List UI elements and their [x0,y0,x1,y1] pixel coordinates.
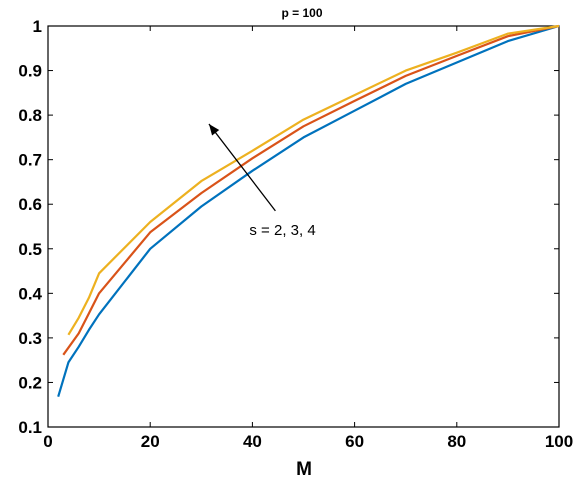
y-tick-label: 0.7 [18,151,42,170]
y-tick-label: 0.2 [18,373,42,392]
y-tick-label: 0.3 [18,329,42,348]
chart-title: p = 100 [281,6,322,20]
y-tick-label: 0.9 [18,62,42,81]
y-tick-label: 0.4 [18,284,42,303]
y-tick-label: 0.1 [18,418,42,437]
x-tick-label: 0 [43,432,52,451]
x-tick-label: 60 [345,432,364,451]
x-tick-label: 100 [545,432,573,451]
series-line-3 [67,24,560,336]
series-lines [57,24,560,398]
y-tick-label: 0.6 [18,195,42,214]
y-tick-label: 1 [33,17,42,36]
series-line-2 [62,24,560,356]
x-tick-label: 20 [141,432,160,451]
annotation: s = 2, 3, 4 [208,123,316,239]
x-axis-label: M [296,459,312,480]
annotation-arrow-shaft [208,123,276,212]
y-axis: 0.1 0.2 0.3 0.4 0.5 0.6 0.7 0.8 0.9 1 [18,17,559,437]
annotation-label: s = 2, 3, 4 [249,222,315,239]
x-axis: 0 20 40 60 80 100 [43,26,573,451]
x-tick-label: 40 [243,432,262,451]
plot-frame [47,25,560,428]
y-tick-label: 0.5 [18,240,42,259]
plot-area [47,25,560,428]
y-tick-label: 0.8 [18,106,42,125]
x-tick-label: 80 [447,432,466,451]
annotation-arrow-head [208,124,220,136]
series-line-1 [57,24,560,398]
